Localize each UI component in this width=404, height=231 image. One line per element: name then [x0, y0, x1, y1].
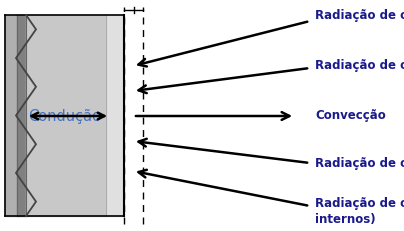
Text: Condução: Condução — [29, 109, 101, 124]
Bar — [26, 15, 106, 216]
Text: Radiação de onda longa (Taxa): Radiação de onda longa (Taxa) — [315, 156, 404, 170]
Bar — [17, 15, 26, 216]
Text: Radiação de onda longa (Ganhos
internos): Radiação de onda longa (Ganhos internos) — [315, 197, 404, 225]
Text: Radiação de onda curta (Luzes): Radiação de onda curta (Luzes) — [315, 58, 404, 72]
Bar — [5, 15, 17, 216]
Bar — [106, 15, 124, 216]
Text: Radiação de onda curta (Solar): Radiação de onda curta (Solar) — [315, 9, 404, 22]
Text: Convecção: Convecção — [315, 109, 386, 122]
